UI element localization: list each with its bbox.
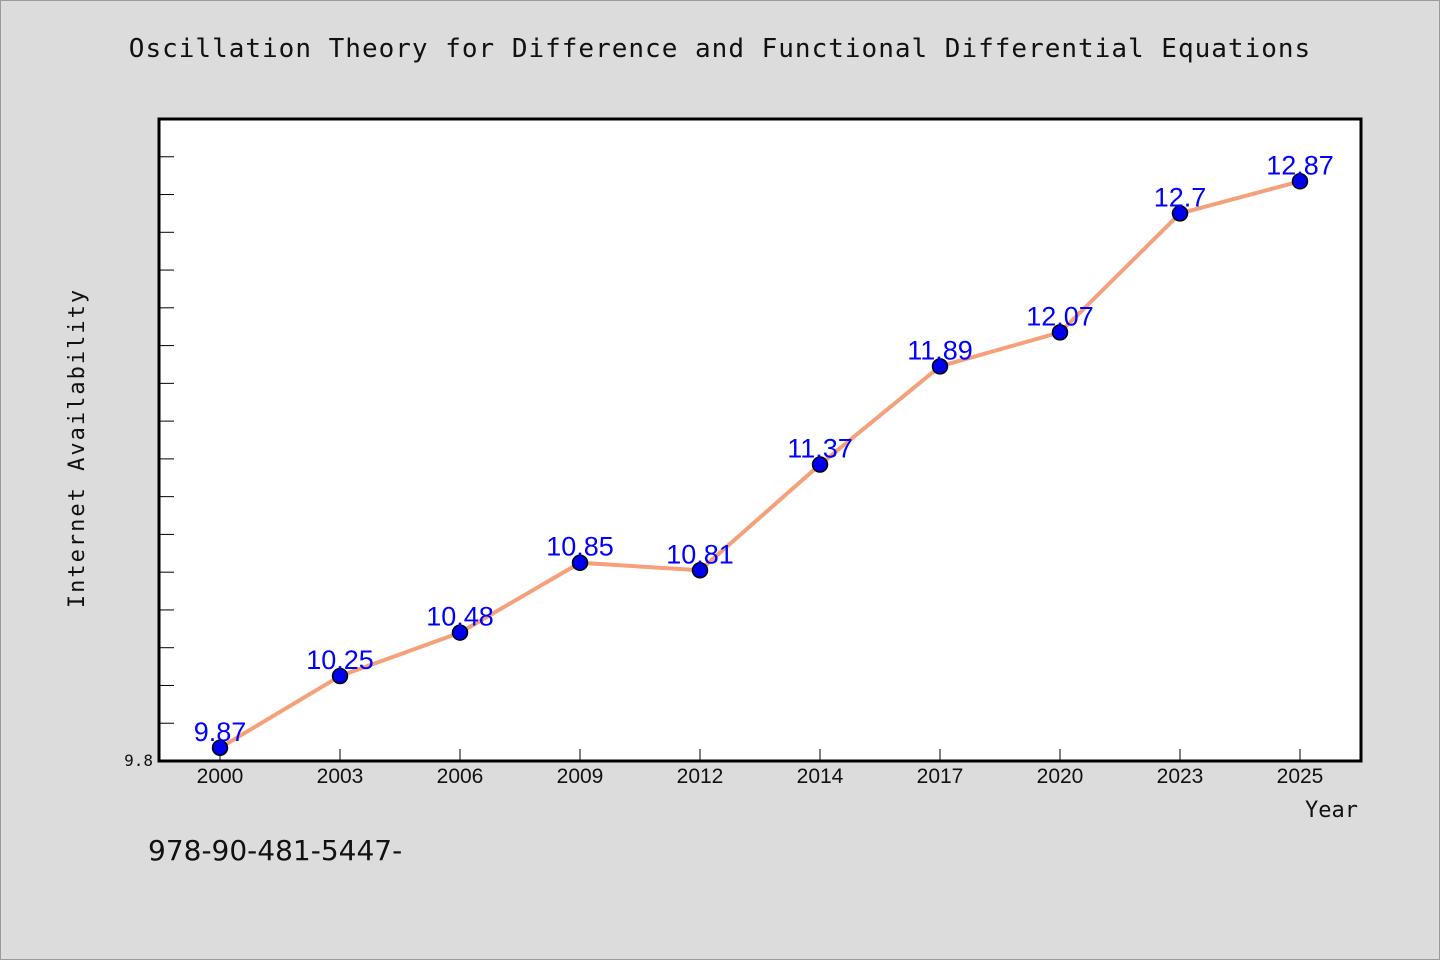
y-axis-label: Internet Availability xyxy=(65,288,90,608)
data-label: 10.25 xyxy=(306,645,374,675)
data-label: 10.85 xyxy=(546,532,614,562)
x-tick-label: 2006 xyxy=(437,765,484,788)
data-label: 10.48 xyxy=(426,602,494,632)
data-point xyxy=(451,624,469,641)
data-label: 9.87 xyxy=(194,717,247,747)
x-tick-label: 2025 xyxy=(1277,765,1324,788)
data-point xyxy=(331,667,349,685)
data-label: 12.87 xyxy=(1266,150,1334,180)
x-tick-label: 2020 xyxy=(1037,765,1084,788)
data-point xyxy=(211,739,229,757)
data-point xyxy=(1051,324,1069,341)
data-point xyxy=(1171,205,1189,222)
x-tick-label: 2017 xyxy=(917,765,964,788)
data-markers xyxy=(211,173,1309,757)
data-point xyxy=(691,562,709,579)
data-labels: 9.87 10.25 10.48 10.85 10.81 11.37 11.89 12.07 1… xyxy=(194,150,1334,746)
series-line-group xyxy=(218,179,1302,750)
data-label: 11.37 xyxy=(787,434,853,464)
chart-title: Oscillation Theory for Difference and Fu… xyxy=(128,34,1312,64)
x-tick-label: 2023 xyxy=(1157,765,1204,788)
x-tick-label: 2012 xyxy=(677,765,724,788)
y-axis-ticks xyxy=(159,156,174,724)
data-label: 10.81 xyxy=(666,539,734,569)
x-tick-label: 2000 xyxy=(197,765,244,788)
data-point xyxy=(931,358,949,375)
data-label: 12.7 xyxy=(1154,182,1207,212)
x-axis-ticks: 2000 2003 2006 2009 2012 2014 2017 2020 2023 2025 xyxy=(197,749,1324,788)
data-point xyxy=(811,456,829,473)
data-label: 12.07 xyxy=(1026,301,1094,331)
data-point xyxy=(571,554,589,571)
data-label: 11.89 xyxy=(907,335,973,365)
data-point xyxy=(1291,173,1309,190)
x-tick-label: 2003 xyxy=(317,765,364,788)
series-line xyxy=(218,179,1302,750)
y-tick-label-min: 9.8 xyxy=(124,751,153,770)
plot-area xyxy=(157,117,1363,763)
isbn-text: 978-90-481-5447- xyxy=(148,834,403,867)
x-axis-label: Year xyxy=(1305,798,1358,823)
x-tick-label: 2014 xyxy=(797,765,844,788)
x-tick-label: 2009 xyxy=(557,765,604,788)
